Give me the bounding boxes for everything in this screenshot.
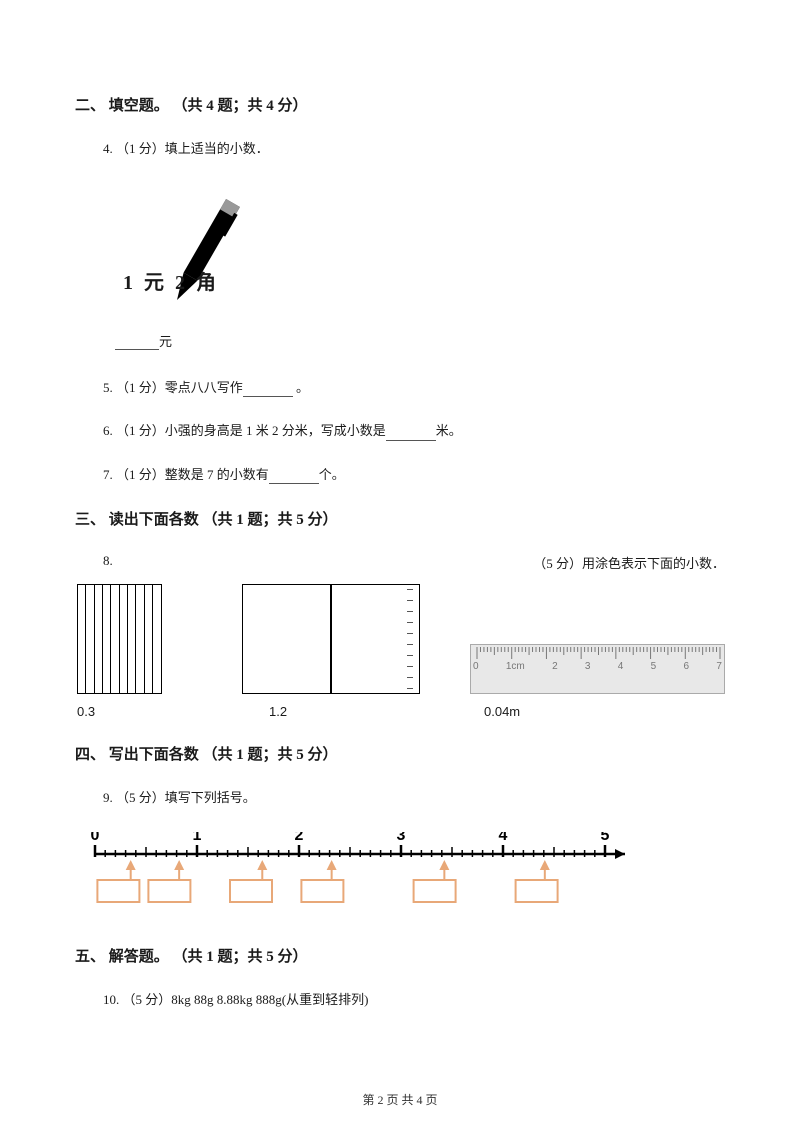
question-6: 6. （1 分）小强的身高是 1 米 2 分米，写成小数是米。 [103, 421, 725, 441]
section-4-title: 四、 写出下面各数 （共 1 题；共 5 分） [75, 743, 725, 764]
label-0.3: 0.3 [77, 704, 269, 719]
section-5-title: 五、 解答题。 （共 1 题；共 5 分） [75, 945, 725, 966]
question-5: 5. （1 分）零点八八写作 。 [103, 378, 725, 398]
label-1.2: 1.2 [269, 704, 484, 719]
svg-text:3: 3 [397, 832, 406, 844]
section-3-title: 三、 读出下面各数 （共 1 题；共 5 分） [75, 508, 725, 529]
label-0.04m: 0.04m [484, 704, 520, 719]
svg-text:2: 2 [295, 832, 304, 844]
q4-answer: 元 [115, 331, 725, 350]
question-9: 9. （5 分）填写下列括号。 [103, 788, 725, 808]
question-10: 10. （5 分）8kg 88g 8.88kg 888g(从重到轻排列) [103, 990, 725, 1010]
section-2-title: 二、 填空题。 （共 4 题；共 4 分） [75, 94, 725, 115]
shapes-row: 01cm234567 [77, 584, 725, 694]
question-8-label: 8. [103, 553, 113, 569]
svg-text:4: 4 [499, 832, 508, 844]
double-box [242, 584, 421, 694]
pen-image: 1 元 2 角 [103, 183, 303, 323]
page-footer: 第 2 页 共 4 页 [0, 1091, 800, 1108]
svg-text:5: 5 [601, 832, 610, 844]
pen-price-label: 1 元 2 角 [123, 266, 219, 295]
number-line: 0 1 2 3 4 5 [85, 832, 725, 917]
grid-10-columns [77, 584, 162, 694]
ruler: 01cm234567 [470, 644, 725, 694]
question-4: 4. （1 分）填上适当的小数． [103, 139, 725, 159]
svg-text:1: 1 [193, 832, 202, 844]
question-8-instruction: （5 分）用涂色表示下面的小数． [533, 553, 725, 572]
shape-labels: 0.3 1.2 0.04m [75, 704, 725, 719]
question-7: 7. （1 分）整数是 7 的小数有个。 [103, 465, 725, 485]
svg-text:0: 0 [91, 832, 100, 844]
